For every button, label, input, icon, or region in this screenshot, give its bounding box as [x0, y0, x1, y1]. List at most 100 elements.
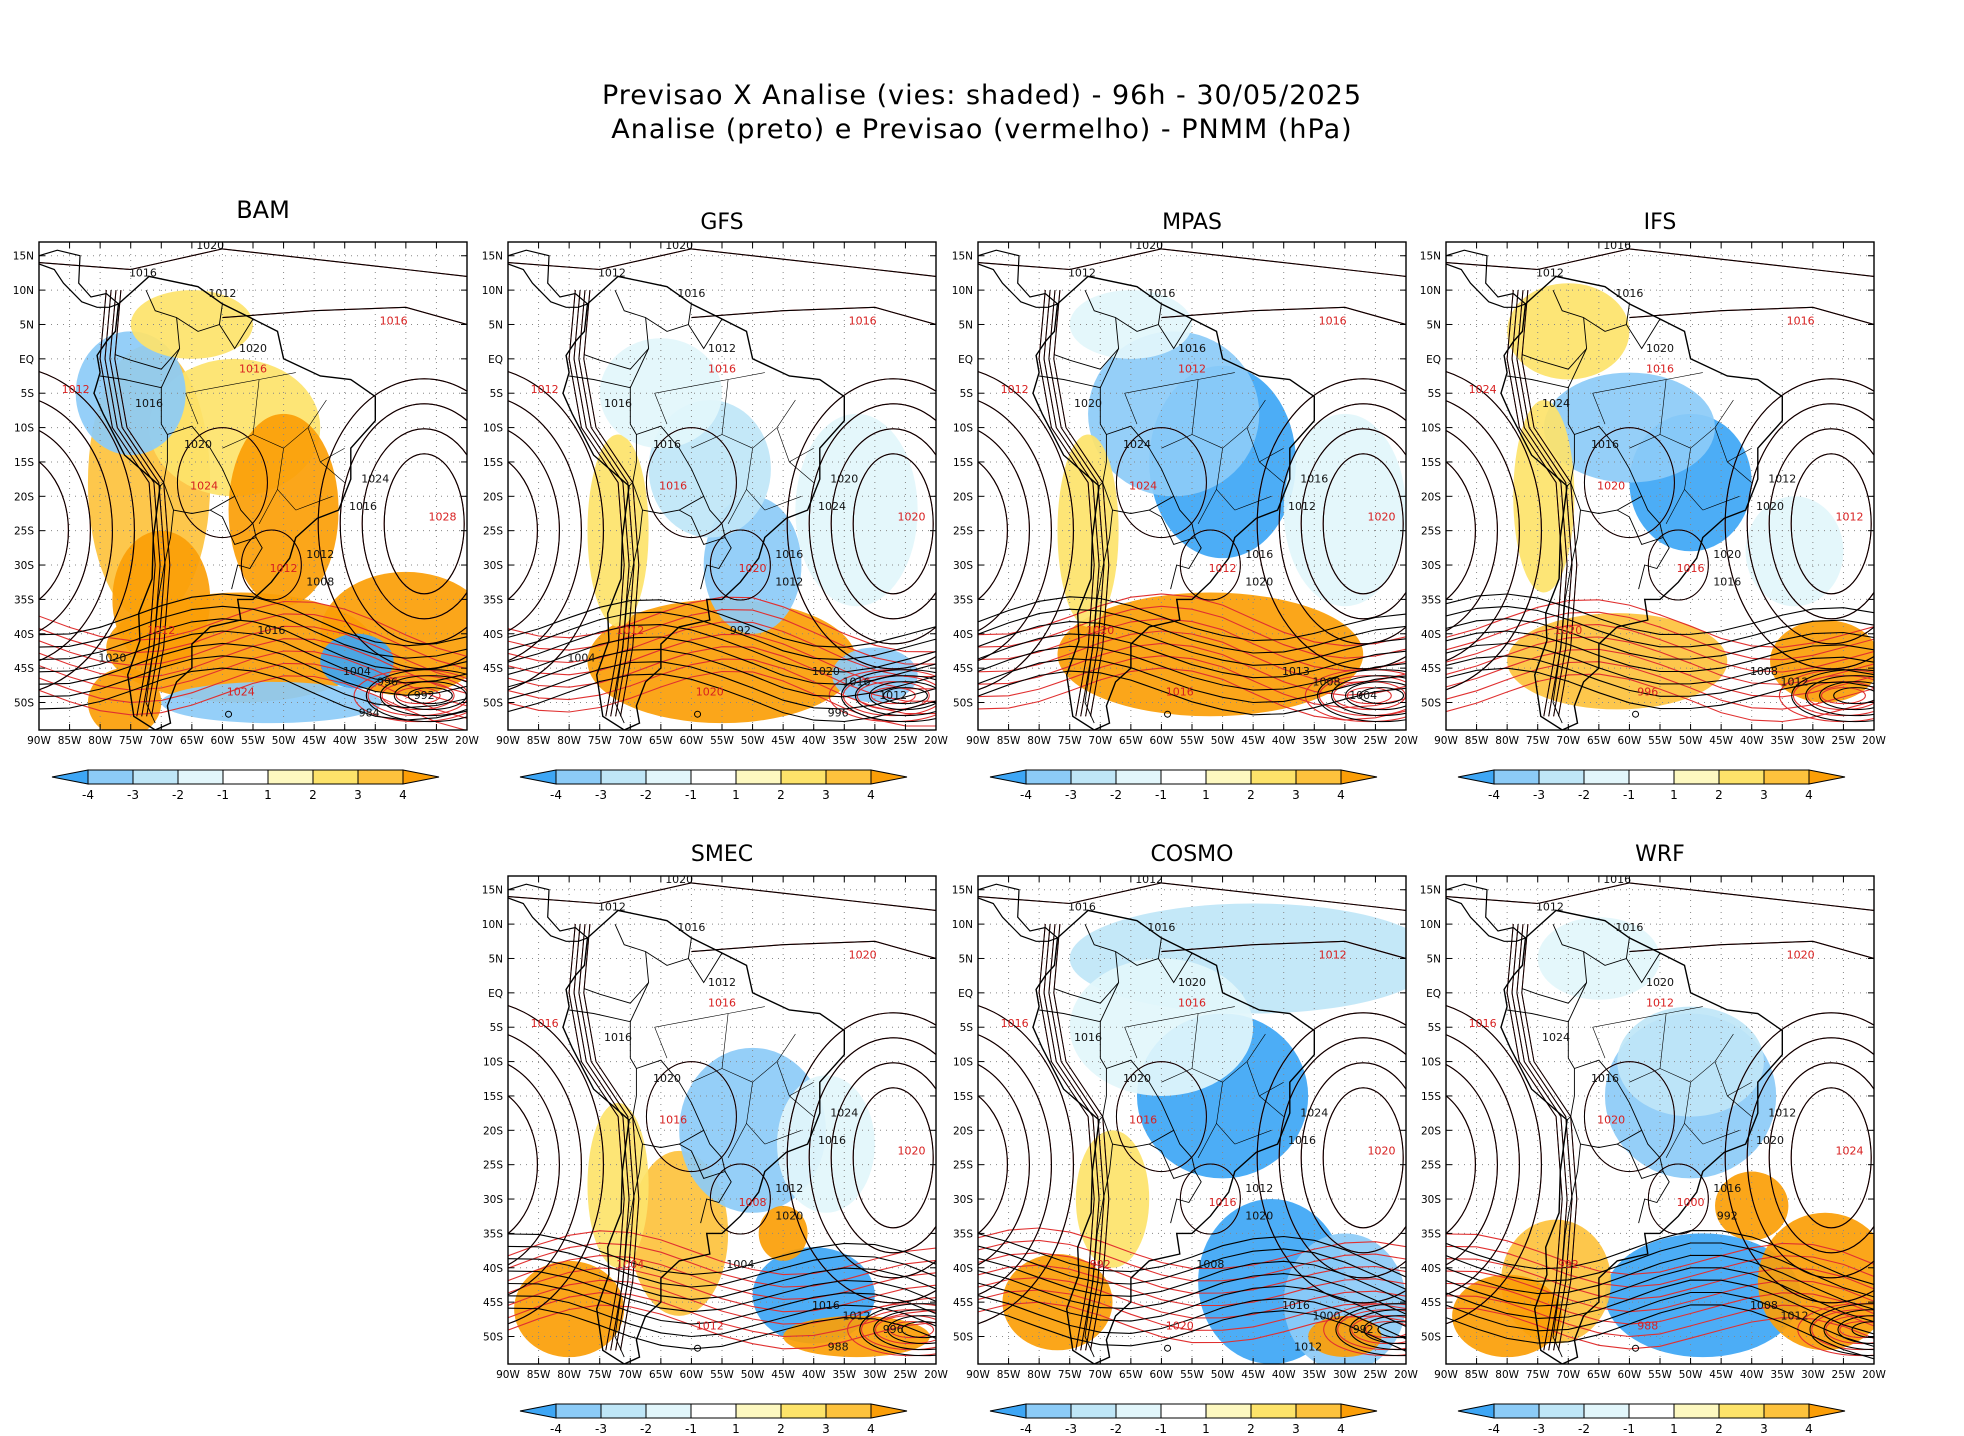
lat-tick-label: 20S: [953, 1125, 973, 1137]
lat-tick-label: EQ: [1426, 988, 1441, 1000]
colorbar-label: -4: [1488, 788, 1500, 802]
analysis-contour-label: 1012: [775, 576, 803, 589]
colorbar-segment: [87, 769, 134, 785]
lon-tick-label: 90W: [1434, 1369, 1458, 1381]
analysis-contour-label: 1020: [1713, 548, 1741, 561]
lon-tick-label: 35W: [1302, 1369, 1326, 1381]
lat-tick-label: 45S: [483, 663, 503, 675]
lon-tick-label: 25W: [1364, 735, 1388, 747]
analysis-contour-label: 1012: [843, 1309, 871, 1322]
lon-tick-label: 35W: [832, 735, 856, 747]
analysis-contour-label: 1008: [306, 576, 334, 589]
colorbar-label: -3: [595, 1422, 607, 1436]
lat-tick-label: 10N: [1420, 919, 1441, 931]
analysis-contour-label: 1016: [1147, 921, 1175, 934]
colorbar-label: 3: [1292, 1422, 1300, 1436]
colorbar-segment: [357, 769, 404, 785]
lon-tick-label: 40W: [802, 735, 826, 747]
lat-tick-label: 30S: [14, 560, 34, 572]
analysis-contour-label: 1016: [1713, 1182, 1741, 1195]
colorbar-segment: [1115, 769, 1162, 785]
analysis-contour-label: 1024: [1542, 1031, 1570, 1044]
lat-tick-label: 5N: [958, 319, 973, 331]
analysis-contour-label: 1016: [818, 1134, 846, 1147]
colorbar-segment: [1538, 769, 1585, 785]
forecast-contour-label: 1020: [1166, 1320, 1194, 1333]
colorbar-label: 2: [1247, 1422, 1255, 1436]
lon-tick-label: 45W: [1709, 735, 1733, 747]
forecast-contour-label: 1016: [1166, 686, 1194, 699]
analysis-contour-label: 1016: [1591, 438, 1619, 451]
analysis-contour-label: 992: [730, 624, 751, 637]
analysis-contour-label: 1016: [349, 500, 377, 513]
analysis-contour-label: 1020: [196, 239, 224, 252]
lat-tick-label: 25S: [953, 526, 973, 538]
lon-tick-label: 45W: [771, 735, 795, 747]
forecast-contour-label: 996: [1637, 686, 1658, 699]
colorbar-segment: [177, 769, 224, 785]
analysis-contour-label: 1020: [653, 1072, 681, 1085]
forecast-contour-label: 1024: [1129, 479, 1157, 492]
colorbar-label: -1: [1623, 788, 1635, 802]
analysis-contour-label: 1012: [306, 548, 334, 561]
colorbar-segment: [222, 769, 269, 785]
colorbar-label: 3: [822, 1422, 830, 1436]
colorbar-segment: [1718, 769, 1765, 785]
analysis-contour-label: 1012: [1536, 266, 1564, 279]
lon-tick-label: 20W: [1394, 1369, 1418, 1381]
colorbar-label: 2: [1715, 1422, 1723, 1436]
analysis-contour-label: 1016: [604, 397, 632, 410]
forecast-contour-label: 1016: [239, 363, 267, 376]
lon-tick-label: 75W: [1058, 735, 1082, 747]
lon-tick-label: 30W: [394, 735, 418, 747]
analysis-contour-label: 1024: [830, 1107, 858, 1120]
colorbar-segment: [1493, 1403, 1540, 1419]
forecast-contour-label: 1012: [62, 383, 90, 396]
lat-tick-label: 10S: [14, 423, 34, 435]
colorbar-segment: [1340, 769, 1378, 785]
lat-tick-label: 35S: [14, 594, 34, 606]
lat-tick-label: 15S: [1421, 457, 1441, 469]
analysis-contour-label: 988: [828, 1340, 849, 1353]
map-panel-cosmo: 1012 1016 1016 1020 1016 1020 1024 1016 1012 1020…: [952, 875, 1418, 1381]
lon-tick-label: 45W: [771, 1369, 795, 1381]
colorbar-segment: [1115, 1403, 1162, 1419]
lon-tick-label: 40W: [802, 1369, 826, 1381]
lat-tick-label: 5N: [1426, 319, 1441, 331]
lon-tick-label: 75W: [1526, 1369, 1550, 1381]
analysis-contour-label: 1012: [1245, 1182, 1273, 1195]
analysis-contour-label: 1008: [1196, 1258, 1224, 1271]
forecast-contour-label: 1016: [1469, 1017, 1497, 1030]
colorbar-label: 2: [777, 788, 785, 802]
analysis-contour-label: 1020: [1756, 1134, 1784, 1147]
lat-tick-label: 10S: [953, 1057, 973, 1069]
forecast-contour-label: 1012: [1178, 363, 1206, 376]
lat-tick-label: EQ: [488, 988, 503, 1000]
forecast-contour-label: 1016: [531, 1017, 559, 1030]
lon-tick-label: 25W: [425, 735, 449, 747]
lat-tick-label: 15N: [1420, 885, 1441, 897]
forecast-contour-label: 988: [1637, 1320, 1658, 1333]
lat-tick-label: 25S: [1421, 526, 1441, 538]
lon-tick-label: 60W: [680, 735, 704, 747]
colorbar-label: -3: [1065, 788, 1077, 802]
colorbar-segment: [825, 769, 872, 785]
forecast-contour-label: 1008: [739, 1196, 767, 1209]
colorbar-label: 1: [264, 788, 272, 802]
lon-tick-label: 30W: [863, 735, 887, 747]
lon-tick-label: 55W: [1180, 735, 1204, 747]
figure-title-line-2: Analise (preto) e Previsao (vermelho) - …: [611, 114, 1353, 145]
lat-tick-label: 35S: [1421, 594, 1441, 606]
lon-tick-label: 70W: [618, 1369, 642, 1381]
forecast-contour-label: 1012: [531, 383, 559, 396]
analysis-contour-label: 1016: [257, 624, 285, 637]
analysis-contour-label: 1012: [1068, 266, 1096, 279]
analysis-contour-label: 1016: [1615, 287, 1643, 300]
lon-tick-label: 85W: [997, 1369, 1021, 1381]
lon-tick-label: 25W: [1364, 1369, 1388, 1381]
analysis-contour-label: 1020: [1756, 500, 1784, 513]
lat-tick-label: 15S: [483, 457, 503, 469]
lat-tick-label: 10N: [482, 919, 503, 931]
forecast-contour-label: 1016: [1209, 1196, 1237, 1209]
lat-tick-label: 20S: [483, 491, 503, 503]
